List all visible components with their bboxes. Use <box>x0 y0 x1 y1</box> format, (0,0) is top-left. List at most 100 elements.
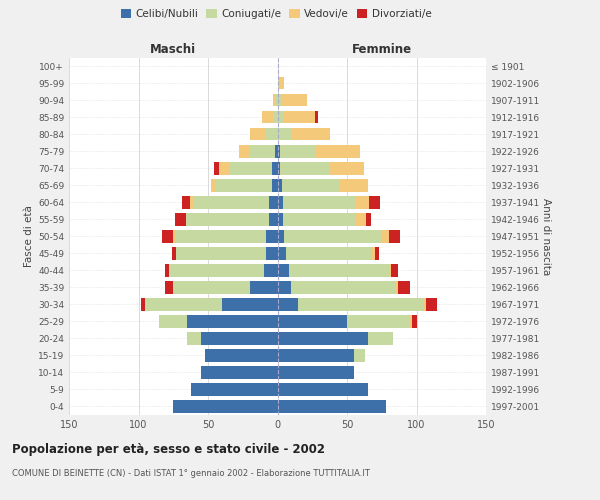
Y-axis label: Anni di nascita: Anni di nascita <box>541 198 551 275</box>
Bar <box>191 383 277 396</box>
Bar <box>193 196 269 208</box>
Bar <box>277 144 280 158</box>
Bar <box>201 366 277 379</box>
Bar <box>283 213 355 226</box>
Bar <box>286 247 372 260</box>
Bar <box>277 298 298 310</box>
Bar <box>162 230 173 242</box>
Bar <box>187 315 277 328</box>
Y-axis label: Fasce di età: Fasce di età <box>24 206 34 267</box>
Bar <box>214 162 219 174</box>
Bar <box>280 76 284 90</box>
Bar <box>277 110 284 124</box>
Bar <box>277 264 289 276</box>
Text: Femmine: Femmine <box>352 43 412 56</box>
Bar <box>187 332 201 345</box>
Bar <box>277 128 292 140</box>
Bar <box>372 247 375 260</box>
Bar <box>141 298 145 310</box>
Bar <box>368 332 393 345</box>
Bar <box>165 264 169 276</box>
Text: Popolazione per età, sesso e stato civile - 2002: Popolazione per età, sesso e stato civil… <box>12 442 325 456</box>
Bar <box>277 332 368 345</box>
Bar <box>298 298 424 310</box>
Bar <box>173 400 277 413</box>
Bar <box>274 110 277 124</box>
Bar <box>250 128 266 140</box>
Bar <box>367 213 371 226</box>
Bar <box>315 110 318 124</box>
Bar <box>219 162 230 174</box>
Bar <box>172 247 176 260</box>
Bar <box>205 349 277 362</box>
Bar <box>289 264 389 276</box>
Bar <box>269 196 277 208</box>
Bar <box>389 230 400 242</box>
Bar <box>277 213 283 226</box>
Bar <box>274 94 276 106</box>
Bar <box>217 179 272 192</box>
Bar <box>412 315 416 328</box>
Bar <box>355 213 367 226</box>
Bar <box>280 162 329 174</box>
Bar <box>281 179 340 192</box>
Bar <box>375 247 379 260</box>
Bar <box>160 315 187 328</box>
Text: COMUNE DI BEINETTE (CN) - Dati ISTAT 1° gennaio 2002 - Elaborazione TUTTITALIA.I: COMUNE DI BEINETTE (CN) - Dati ISTAT 1° … <box>12 468 370 477</box>
Bar <box>283 196 355 208</box>
Bar <box>315 144 359 158</box>
Bar <box>173 230 176 242</box>
Bar <box>284 110 315 124</box>
Bar <box>277 196 283 208</box>
Bar <box>269 213 277 226</box>
Bar <box>340 179 368 192</box>
Bar <box>230 162 272 174</box>
Bar <box>145 298 222 310</box>
Bar <box>382 230 389 242</box>
Bar <box>369 196 380 208</box>
Bar <box>395 281 398 293</box>
Legend: Celibi/Nubili, Coniugati/e, Vedovi/e, Divorziati/e: Celibi/Nubili, Coniugati/e, Vedovi/e, Di… <box>116 5 436 24</box>
Bar <box>165 281 173 293</box>
Bar <box>277 315 347 328</box>
Bar <box>266 128 277 140</box>
Bar <box>410 315 412 328</box>
Bar <box>272 162 277 174</box>
Bar <box>277 94 281 106</box>
Bar <box>276 94 277 106</box>
Bar <box>391 264 398 276</box>
Bar <box>424 298 426 310</box>
Bar <box>277 349 354 362</box>
Bar <box>277 400 386 413</box>
Bar <box>175 213 186 226</box>
Bar <box>277 281 292 293</box>
Bar <box>266 230 277 242</box>
Bar <box>186 213 269 226</box>
Bar <box>277 366 354 379</box>
Bar <box>281 94 307 106</box>
Bar <box>211 179 217 192</box>
Bar <box>169 264 263 276</box>
Bar <box>182 196 190 208</box>
Text: Maschi: Maschi <box>150 43 196 56</box>
Bar <box>266 247 277 260</box>
Bar <box>398 281 410 293</box>
Bar <box>277 230 284 242</box>
Bar <box>176 230 266 242</box>
Bar <box>277 247 286 260</box>
Bar <box>329 162 364 174</box>
Bar <box>250 144 275 158</box>
Bar <box>354 349 365 362</box>
Bar <box>347 315 410 328</box>
Bar <box>292 281 395 293</box>
Bar <box>176 247 266 260</box>
Bar <box>355 196 369 208</box>
Bar <box>275 144 277 158</box>
Bar <box>426 298 437 310</box>
Bar <box>173 281 250 293</box>
Bar <box>272 179 277 192</box>
Bar <box>277 76 280 90</box>
Bar <box>277 179 281 192</box>
Bar <box>262 110 274 124</box>
Bar <box>284 230 382 242</box>
